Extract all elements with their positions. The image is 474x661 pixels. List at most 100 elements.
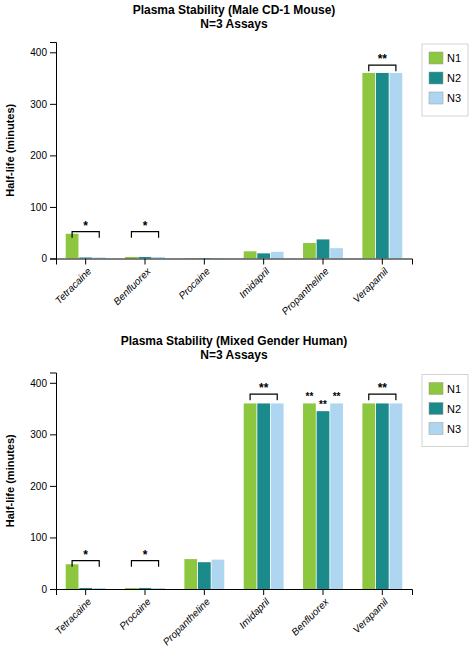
y-tick-mark [50, 52, 56, 53]
y-tick-label: 400 [30, 378, 47, 389]
x-tick: Tetracaine [53, 589, 94, 637]
x-tick-mark [85, 259, 86, 265]
legend-swatch [429, 403, 443, 415]
x-axis-line [57, 259, 413, 265]
x-axis: Tetracaine ProcainePropantheline Imidapril… [53, 589, 413, 647]
x-tick-label: Tetracaine [53, 596, 94, 637]
bar [93, 257, 106, 258]
legend-label: N1 [447, 383, 461, 395]
y-axis-title: Half-life (minutes) [4, 434, 16, 527]
chart-panel: 0 100 200 300 400 Tetracaine Benfluorex Procain… [4, 3, 468, 317]
x-axis-line [57, 590, 413, 596]
y-tick-label: 100 [30, 202, 47, 213]
plot-area: 0 100 200 300 400 Tetracaine ProcainePropanthe… [30, 373, 412, 647]
y-tick-mark [50, 434, 56, 435]
x-tick-label: Propantheline [279, 265, 331, 317]
bar [79, 257, 92, 258]
annotation-label: ** [259, 381, 269, 395]
y-tick-mark [50, 486, 56, 487]
y-tick-mark [50, 259, 56, 260]
plot-area: 0 100 200 300 400 Tetracaine Benfluorex Procain… [30, 43, 412, 317]
bar [330, 248, 343, 258]
y-axis-line [50, 43, 57, 260]
bar [212, 257, 225, 258]
x-tick-label: Benfluorex [289, 595, 331, 637]
chart-title: Plasma Stability (Mixed Gender Human)N=3… [121, 334, 348, 362]
y-tick: 200 [30, 150, 56, 161]
y-tick-mark [50, 104, 56, 105]
y-tick-mark [50, 383, 56, 384]
y-tick-mark [50, 207, 56, 208]
x-tick-label: Verapamil [351, 265, 391, 305]
bar [362, 403, 375, 589]
bar [317, 411, 330, 589]
x-tick-label: Propantheline [161, 596, 213, 648]
y-tick: 100 [30, 202, 56, 213]
bar [93, 588, 106, 589]
x-tick-mark [382, 589, 383, 595]
x-tick-mark [323, 259, 324, 265]
bar [244, 403, 257, 589]
annotation-label: ** [333, 391, 341, 402]
y-tick-label: 100 [30, 532, 47, 543]
bar [184, 559, 197, 589]
y-axis-line [50, 373, 57, 590]
x-tick-mark [145, 589, 146, 595]
annotation-label: * [143, 219, 148, 233]
bar [184, 257, 197, 258]
x-tick-label: Imidapril [237, 265, 272, 300]
x-tick-label: Imidapril [237, 596, 272, 631]
y-tick-mark [50, 589, 56, 590]
chart-panel: 0 100 200 300 400 Tetracaine ProcainePropanthe… [4, 334, 468, 648]
bar [139, 257, 152, 259]
y-tick: 400 [30, 47, 56, 58]
y-tick-label: 400 [30, 47, 47, 58]
bar [125, 257, 138, 259]
legend-swatch [429, 72, 443, 84]
x-tick: Propantheline [279, 259, 331, 317]
annotation-label: * [83, 548, 88, 562]
y-tick-label: 0 [41, 253, 47, 264]
x-tick-mark [263, 589, 264, 595]
x-tick: Procaine [117, 589, 153, 632]
legend-frame [422, 375, 468, 447]
bar [390, 73, 403, 259]
annotation-label: * [83, 219, 88, 233]
annotation-label: ** [319, 399, 327, 410]
bar [198, 562, 211, 589]
x-tick-label: Benfluorex [111, 265, 153, 307]
bar [303, 243, 316, 258]
y-tick-label: 300 [30, 429, 47, 440]
y-tick: 0 [41, 253, 56, 264]
legend-label: N2 [447, 403, 461, 415]
legend-frame [422, 44, 468, 116]
x-tick-label: Procaine [176, 265, 212, 301]
y-axis: 0 100 200 300 400 [30, 43, 56, 265]
x-tick: Verapamil [351, 259, 391, 305]
bar [198, 257, 211, 258]
y-tick-mark [50, 537, 56, 538]
x-tick-mark [323, 589, 324, 595]
x-tick-mark [145, 259, 146, 265]
y-tick-label: 300 [30, 99, 47, 110]
bar [390, 403, 403, 589]
x-tick: Benfluorex [289, 589, 331, 638]
bar [376, 403, 389, 589]
legend-swatch [429, 383, 443, 395]
x-tick-mark [85, 589, 86, 595]
y-tick: 0 [41, 584, 56, 595]
y-tick-label: 200 [30, 481, 47, 492]
bar [317, 239, 330, 258]
x-tick: Tetracaine [53, 259, 94, 307]
y-tick: 200 [30, 481, 56, 492]
legend: N1N2N3 [422, 375, 468, 447]
bar [257, 253, 270, 258]
annotations: ************ [72, 381, 396, 566]
bar [362, 73, 375, 259]
legend-label: N2 [447, 72, 461, 84]
bar [152, 257, 165, 259]
figure: 0 100 200 300 400 Tetracaine Benfluorex Procain… [0, 0, 474, 661]
bars [66, 403, 403, 589]
legend-swatch [429, 423, 443, 435]
annotation-label: ** [378, 52, 388, 66]
